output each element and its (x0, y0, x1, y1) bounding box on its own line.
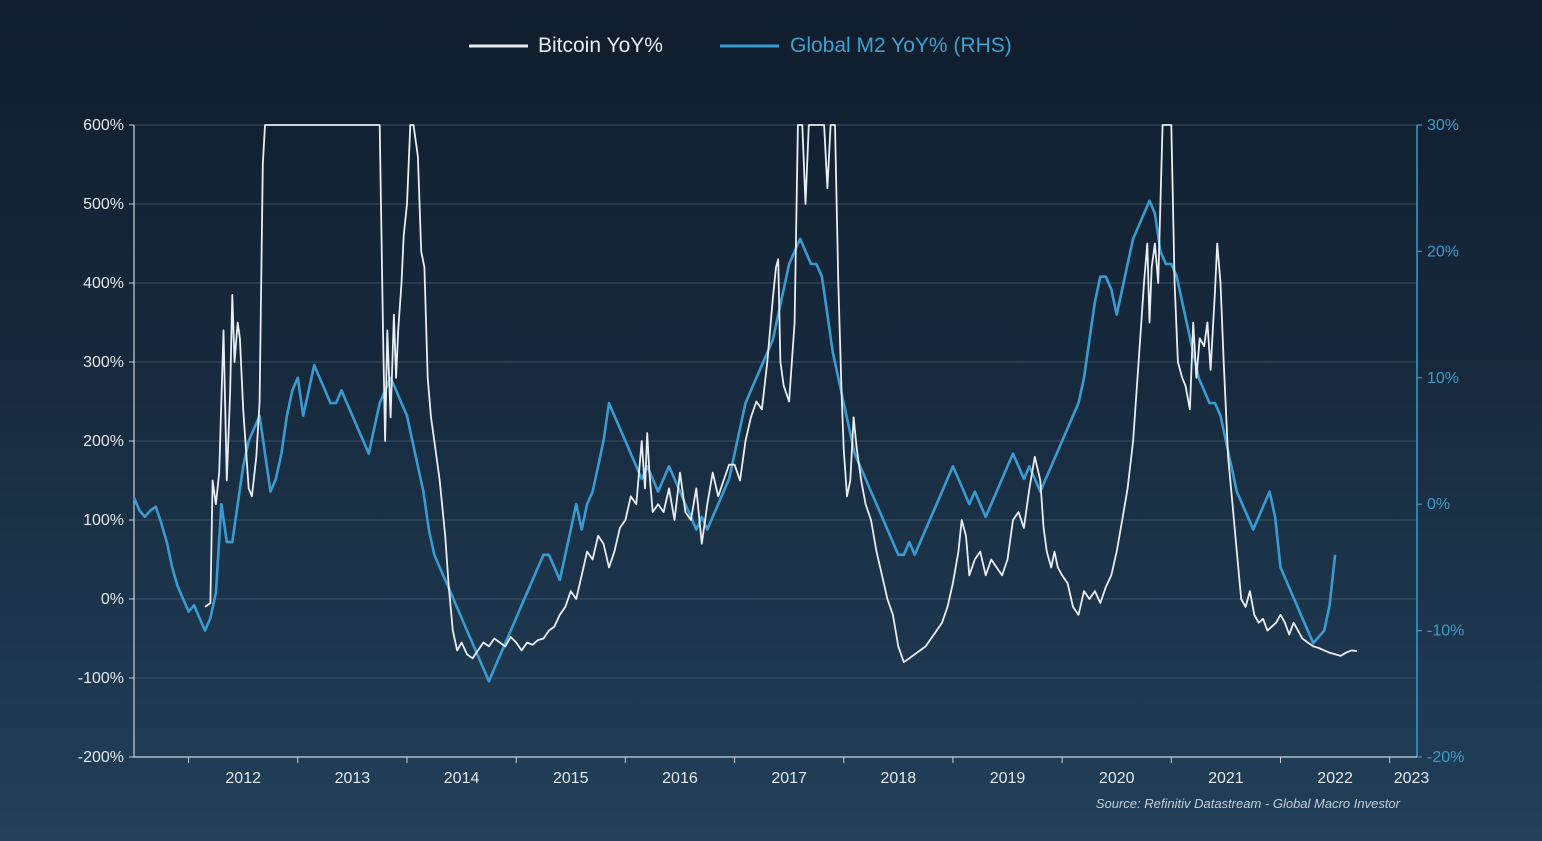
legend: Bitcoin YoY% Global M2 YoY% (RHS) (469, 34, 1012, 57)
series (132, 124, 1358, 683)
series-line-bitcoin (204, 124, 1358, 664)
left-axis-tick-label: 400% (83, 275, 124, 292)
x-axis-tick-label: 2016 (662, 770, 698, 787)
legend-label-bitcoin: Bitcoin YoY% (538, 34, 663, 57)
left-axis-tick-label: 500% (83, 196, 124, 213)
series-line-global-m2 (132, 199, 1337, 683)
x-axis-tick-label: 2021 (1208, 770, 1244, 787)
right-axis-tick-label: 30% (1427, 117, 1459, 134)
x-axis-tick-label: 2019 (990, 770, 1026, 787)
right-axis-tick-label: -10% (1427, 623, 1464, 640)
left-axis-tick-label: 600% (83, 117, 124, 134)
right-axis-tick-label: 0% (1427, 496, 1450, 513)
left-axis-tick-label: 200% (83, 433, 124, 450)
axes: 600% 500% 400% 300% 200% 100% 0% -100% -200% 30% 2… (78, 117, 1465, 787)
x-axis-tick-label: 2012 (225, 770, 261, 787)
legend-label-m2: Global M2 YoY% (RHS) (790, 34, 1012, 57)
left-axis-tick-label: -200% (78, 749, 124, 766)
right-axis-tick-label: 10% (1427, 370, 1459, 387)
x-axis-tick-label: 2018 (881, 770, 917, 787)
gridlines (134, 124, 1417, 758)
x-axis-tick-label: 2014 (444, 770, 480, 787)
x-axis-tick-label: 2013 (335, 770, 371, 787)
left-axis-tick-label: 0% (101, 591, 124, 608)
right-axis-tick-label: 20% (1427, 243, 1459, 260)
x-axis-tick-label: 2022 (1317, 770, 1353, 787)
x-axis-tick-label: 2020 (1099, 770, 1135, 787)
left-axis-tick-label: 100% (83, 512, 124, 529)
x-axis-tick-label: 2017 (771, 770, 807, 787)
x-axis-tick-label: 2015 (553, 770, 589, 787)
left-axis-tick-label: 300% (83, 354, 124, 371)
right-axis-tick-label: -20% (1427, 749, 1464, 766)
x-axis-tick-label: 2023 (1394, 770, 1430, 787)
left-axis-tick-label: -100% (78, 670, 124, 687)
source-note: Source: Refinitiv Datastream - Global Ma… (1096, 796, 1401, 811)
